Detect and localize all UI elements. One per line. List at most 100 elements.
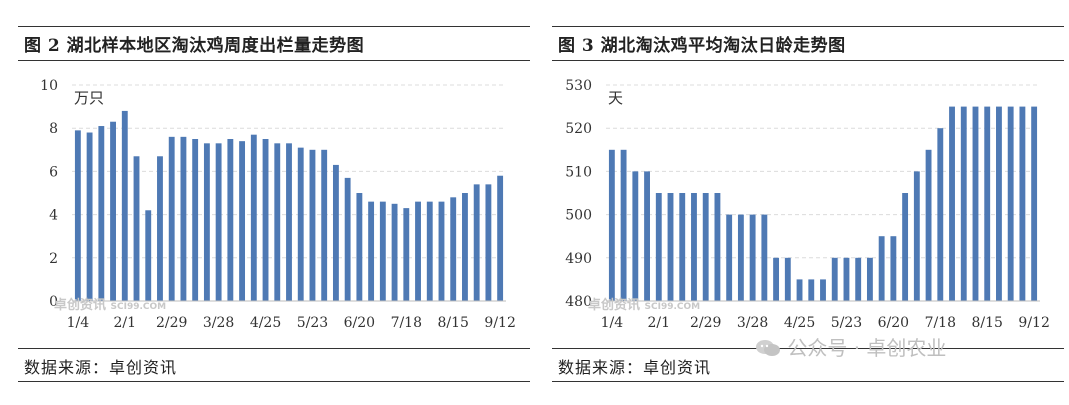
bar	[784, 257, 791, 301]
bar	[890, 236, 897, 301]
bar	[866, 257, 873, 301]
bar	[996, 106, 1002, 301]
bar	[1007, 106, 1014, 301]
bar-chart-weekly-output: 0 2 4 6 8 10 万只 1/4 2/1 2/29 3/28 4/25 5/23 6/20 7/18 8…	[40, 78, 516, 331]
x-tick-label: 7/18	[391, 315, 422, 331]
bar	[702, 193, 709, 301]
bar	[913, 171, 920, 301]
bar	[203, 143, 210, 301]
brand-watermark: 公众号 · 卓创农业	[755, 332, 946, 361]
x-tick-label: 5/23	[297, 315, 328, 331]
bar	[462, 193, 468, 301]
x-tick-label: 3/28	[737, 315, 768, 331]
bar	[321, 149, 328, 301]
bottom-rule	[18, 381, 530, 382]
bar	[286, 143, 292, 301]
bar	[667, 193, 674, 301]
bar	[761, 214, 768, 301]
bottom-rule	[552, 381, 1064, 382]
bar	[808, 279, 815, 301]
chart-watermark: 卓创资讯 SCI99.COM	[54, 298, 167, 313]
bar	[391, 203, 398, 301]
bar	[309, 149, 316, 301]
bar	[110, 121, 116, 301]
bar	[438, 201, 445, 301]
bar	[168, 136, 175, 301]
bar	[239, 141, 246, 301]
bar	[86, 132, 93, 301]
x-tick-label: 6/20	[878, 315, 909, 331]
x-tick-label: 2/29	[690, 315, 721, 331]
bar	[820, 279, 826, 301]
bar	[344, 177, 351, 301]
bar	[1031, 106, 1038, 301]
bar	[415, 201, 421, 301]
bar-chart-cull-age: 480 490 500 510 520 530 天 1/4 2/1 2/29 3/28 4/25 5/2…	[565, 78, 1050, 331]
title-rule	[552, 60, 1064, 61]
bar	[368, 201, 375, 301]
y-tick-label: 510	[565, 164, 592, 180]
bar	[796, 279, 803, 301]
bar	[691, 193, 697, 301]
bar	[297, 147, 304, 301]
y-tick-label: 500	[565, 208, 592, 224]
bar	[984, 106, 991, 301]
y-tick-label: 520	[565, 121, 592, 137]
bar	[332, 164, 339, 301]
bar	[972, 106, 979, 301]
bar	[74, 130, 81, 301]
y-tick-label: 0	[49, 294, 58, 310]
chart-title: 图 3 湖北淘汰鸡平均淘汰日龄走势图	[558, 36, 846, 56]
x-tick-label: 4/25	[250, 315, 281, 331]
bar	[403, 208, 410, 301]
bar	[925, 149, 932, 301]
x-tick-label: 8/15	[437, 315, 468, 331]
source-rule	[552, 348, 1064, 349]
title-rule	[18, 60, 530, 61]
chart-title: 图 2 湖北样本地区淘汰鸡周度出栏量走势图	[24, 36, 365, 56]
bar	[485, 184, 492, 301]
bar	[749, 214, 756, 301]
y-tick-label: 4	[49, 208, 58, 224]
y-tick-label: 2	[49, 251, 58, 267]
x-tick-label: 2/1	[648, 315, 671, 331]
bar	[960, 106, 967, 301]
bar	[192, 139, 199, 301]
bar	[679, 193, 686, 301]
bar	[473, 184, 480, 301]
bar	[714, 193, 721, 301]
x-tick-label: 8/15	[971, 315, 1002, 331]
y-tick-label: 480	[565, 294, 592, 310]
bar	[737, 214, 744, 301]
x-tick-label: 6/20	[344, 315, 375, 331]
bar	[632, 171, 639, 301]
bar	[227, 139, 234, 301]
bar	[157, 156, 163, 301]
bar	[98, 126, 105, 301]
x-tick-label: 7/18	[925, 315, 956, 331]
chart-panel-left: 图 2 湖北样本地区淘汰鸡周度出栏量走势图 0 2 4 6 8 10 万只 1/4 2/1 2/2…	[18, 0, 530, 405]
source-rule	[18, 348, 530, 349]
bar	[426, 201, 433, 301]
bar	[773, 257, 780, 301]
chart-panel-right: 图 3 湖北淘汰鸡平均淘汰日龄走势图 480 490 500 510 520 530 天 1/…	[552, 0, 1064, 405]
y-tick-label: 530	[565, 78, 592, 94]
bar	[949, 106, 955, 301]
bar	[274, 143, 281, 301]
bar	[902, 193, 909, 301]
bar	[450, 197, 457, 301]
bar	[878, 236, 885, 301]
bar	[831, 257, 838, 301]
y-axis-unit-label: 万只	[74, 89, 104, 107]
bar	[655, 193, 662, 301]
x-tick-label: 2/1	[114, 315, 137, 331]
x-tick-label: 1/4	[601, 315, 624, 331]
x-tick-label: 4/25	[784, 315, 815, 331]
bar	[1019, 106, 1026, 301]
chart-watermark: 卓创资讯 SCI99.COM	[588, 298, 701, 313]
bar	[620, 149, 627, 301]
bar	[356, 193, 363, 301]
y-tick-label: 10	[40, 78, 58, 94]
top-rule	[18, 26, 530, 27]
bar	[608, 149, 615, 301]
